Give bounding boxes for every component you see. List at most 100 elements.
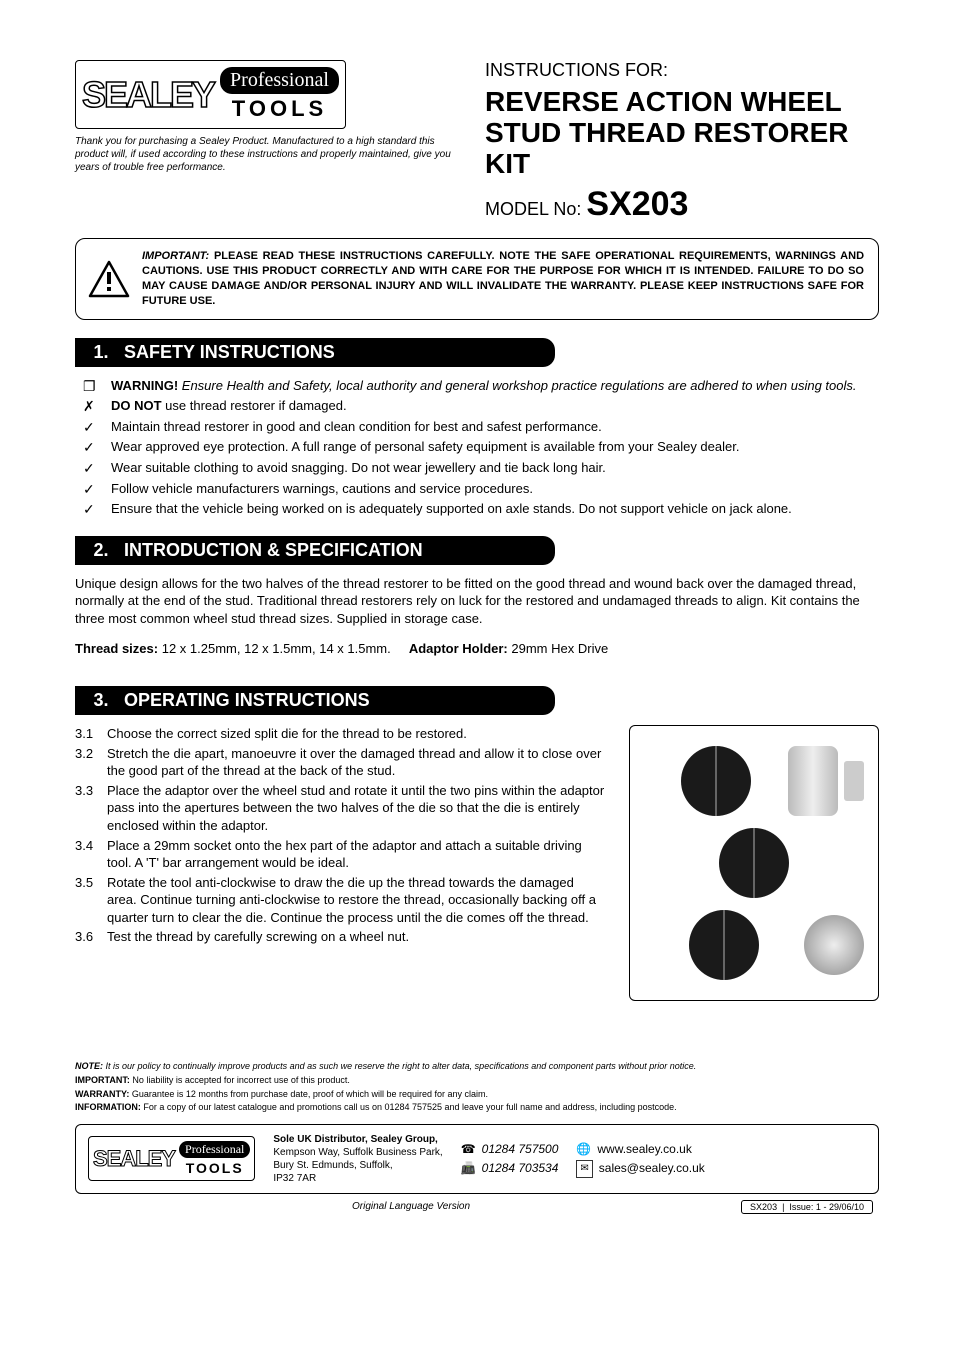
notes-block: NOTE: It is our policy to continually im… bbox=[75, 1061, 879, 1114]
bullet-icon: ✓ bbox=[83, 459, 95, 478]
brand-name-sm: SEALEY bbox=[93, 1146, 175, 1172]
important-lead: IMPORTANT: bbox=[75, 1075, 130, 1085]
safety-bold: DO NOT bbox=[111, 398, 162, 413]
operating-row: 3.1Choose the correct sized split die fo… bbox=[75, 725, 879, 1001]
safety-text: Maintain thread restorer in good and cle… bbox=[111, 419, 602, 434]
title-block: INSTRUCTIONS FOR: REVERSE ACTION WHEEL S… bbox=[485, 60, 879, 224]
brand-tools: TOOLS bbox=[220, 96, 339, 122]
safety-item: ✓Wear approved eye protection. A full ra… bbox=[83, 438, 879, 456]
phone-icon: ☎ bbox=[461, 1140, 476, 1159]
bullet-icon: ✓ bbox=[83, 438, 95, 457]
safety-text: Ensure Health and Safety, local authorit… bbox=[178, 378, 856, 393]
thankyou-text: Thank you for purchasing a Sealey Produc… bbox=[75, 135, 465, 174]
operating-list: 3.1Choose the correct sized split die fo… bbox=[75, 725, 605, 946]
section-num: 2. bbox=[83, 540, 119, 561]
section-num: 3. bbox=[83, 690, 119, 711]
important-lead-text: IMPORTANT: bbox=[142, 250, 209, 262]
addr-title: Sole UK Distributor, Sealey Group, bbox=[273, 1134, 437, 1145]
contact-web-email: 🌐 www.sealey.co.uk ✉ sales@sealey.co.uk bbox=[576, 1140, 704, 1178]
issue-text: Issue: 1 - 29/06/10 bbox=[789, 1202, 864, 1212]
brand-name: SEALEY bbox=[82, 74, 214, 116]
op-text: Stretch the die apart, manoeuvre it over… bbox=[107, 746, 601, 779]
product-title: REVERSE ACTION WHEEL STUD THREAD RESTORE… bbox=[485, 87, 879, 179]
holder-label: Adaptor Holder: bbox=[409, 641, 508, 656]
holder-value: 29mm Hex Drive bbox=[511, 641, 608, 656]
brand-sub: Professional TOOLS bbox=[220, 67, 339, 122]
bottom-row: Original Language Version SX203 | Issue:… bbox=[75, 1200, 879, 1214]
addr-l1: Kempson Way, Suffolk Business Park, bbox=[273, 1147, 442, 1158]
safety-item: ✗DO NOT use thread restorer if damaged. bbox=[83, 397, 879, 415]
safety-text: Ensure that the vehicle being worked on … bbox=[111, 501, 792, 516]
operating-item: 3.2 Stretch the die apart, manoeuvre it o… bbox=[75, 745, 605, 780]
info-text: For a copy of our latest catalogue and p… bbox=[141, 1102, 677, 1112]
operating-item: 3.6Test the thread by carefully screwing… bbox=[75, 928, 605, 946]
phone-number: 01284 757500 bbox=[482, 1140, 559, 1159]
warning-triangle-icon bbox=[88, 260, 130, 298]
operating-item: 3.4Place a 29mm socket onto the hex part… bbox=[75, 837, 605, 872]
instructions-for-label: INSTRUCTIONS FOR: bbox=[485, 60, 879, 81]
address: Sole UK Distributor, Sealey Group, Kemps… bbox=[273, 1133, 442, 1185]
safety-item: ✓ Ensure that the vehicle being worked on… bbox=[83, 500, 879, 518]
safety-item: ✓Wear suitable clothing to avoid snaggin… bbox=[83, 459, 879, 477]
op-index: 3.4 bbox=[75, 837, 93, 855]
issue-box: SX203 | Issue: 1 - 29/06/10 bbox=[741, 1200, 873, 1214]
op-index: 3.6 bbox=[75, 928, 93, 946]
addr-l3: IP32 7AR bbox=[273, 1173, 316, 1184]
email-address: sales@sealey.co.uk bbox=[599, 1159, 705, 1178]
intro-text: Unique design allows for the two halves … bbox=[75, 575, 879, 628]
section-num: 1. bbox=[83, 342, 119, 363]
bullet-icon: ✓ bbox=[83, 500, 95, 519]
adaptor-icon bbox=[788, 746, 864, 816]
footer: SEALEY Professional TOOLS Sole UK Distri… bbox=[75, 1124, 879, 1194]
important-text: No liability is accepted for incorrect u… bbox=[130, 1075, 350, 1085]
op-index: 3.1 bbox=[75, 725, 93, 743]
footer-logo: SEALEY Professional TOOLS bbox=[88, 1136, 255, 1181]
original-language: Original Language Version bbox=[352, 1201, 470, 1212]
important-text: PLEASE READ THESE INSTRUCTIONS CAREFULLY… bbox=[142, 250, 864, 307]
safety-bold: WARNING! bbox=[111, 378, 178, 393]
operating-item: 3.5Rotate the tool anti-clockwise to dra… bbox=[75, 874, 605, 927]
thread-label: Thread sizes: bbox=[75, 641, 158, 656]
addr-l2: Bury St. Edmunds, Suffolk, bbox=[273, 1160, 392, 1171]
brand-professional-sm: Professional bbox=[179, 1141, 250, 1158]
important-line: IMPORTANT: No liability is accepted for … bbox=[75, 1075, 879, 1087]
issue-code: SX203 bbox=[750, 1202, 777, 1212]
brand-sub-sm: Professional TOOLS bbox=[179, 1141, 250, 1176]
section-title: INTRODUCTION & SPECIFICATION bbox=[124, 540, 423, 560]
safety-item: ❐ WARNING! Ensure Health and Safety, loca… bbox=[83, 377, 879, 395]
section-bar-operating: 3. OPERATING INSTRUCTIONS bbox=[75, 686, 555, 715]
safety-item: ✓Follow vehicle manufacturers warnings, … bbox=[83, 480, 879, 498]
bullet-icon: ❐ bbox=[83, 377, 96, 396]
contact-phone-fax: ☎ 01284 757500 📠 01284 703534 bbox=[461, 1140, 559, 1178]
op-index: 3.5 bbox=[75, 874, 93, 892]
logo-block: SEALEY Professional TOOLS Thank you for … bbox=[75, 60, 465, 224]
fax-icon: 📠 bbox=[461, 1159, 476, 1178]
important-lead: IMPORTANT: bbox=[142, 250, 209, 262]
operating-item: 3.1Choose the correct sized split die fo… bbox=[75, 725, 605, 743]
note-line: NOTE: It is our policy to continually im… bbox=[75, 1061, 879, 1073]
safety-text: use thread restorer if damaged. bbox=[162, 398, 347, 413]
bullet-icon: ✓ bbox=[83, 480, 95, 499]
model-line: MODEL No: SX203 bbox=[485, 185, 879, 224]
section-bar-intro: 2. INTRODUCTION & SPECIFICATION bbox=[75, 536, 555, 565]
warranty-line: WARRANTY: Guarantee is 12 months from pu… bbox=[75, 1089, 879, 1101]
safety-list: ❐ WARNING! Ensure Health and Safety, loca… bbox=[83, 377, 879, 518]
model-number: SX203 bbox=[586, 185, 688, 223]
warranty-lead: WARRANTY: bbox=[75, 1089, 129, 1099]
header: SEALEY Professional TOOLS Thank you for … bbox=[75, 60, 879, 224]
op-index: 3.3 bbox=[75, 782, 93, 800]
web-icon: 🌐 bbox=[576, 1140, 591, 1159]
operating-item: 3.3 Place the adaptor over the wheel stud… bbox=[75, 782, 605, 835]
op-index: 3.2 bbox=[75, 745, 93, 763]
web-url: www.sealey.co.uk bbox=[597, 1140, 691, 1159]
brand-logo: SEALEY Professional TOOLS bbox=[75, 60, 346, 129]
adaptor-top-icon bbox=[804, 910, 864, 980]
section-title: OPERATING INSTRUCTIONS bbox=[124, 690, 370, 710]
note-text: It is our policy to continually improve … bbox=[103, 1061, 696, 1071]
brand-tools-sm: TOOLS bbox=[179, 1160, 250, 1176]
operating-text: 3.1Choose the correct sized split die fo… bbox=[75, 725, 605, 948]
spec-line: Thread sizes: 12 x 1.25mm, 12 x 1.5mm, 1… bbox=[75, 641, 879, 656]
op-text: Place the adaptor over the wheel stud an… bbox=[107, 783, 604, 833]
die-icon bbox=[719, 828, 789, 898]
note-lead: NOTE: bbox=[75, 1061, 103, 1071]
